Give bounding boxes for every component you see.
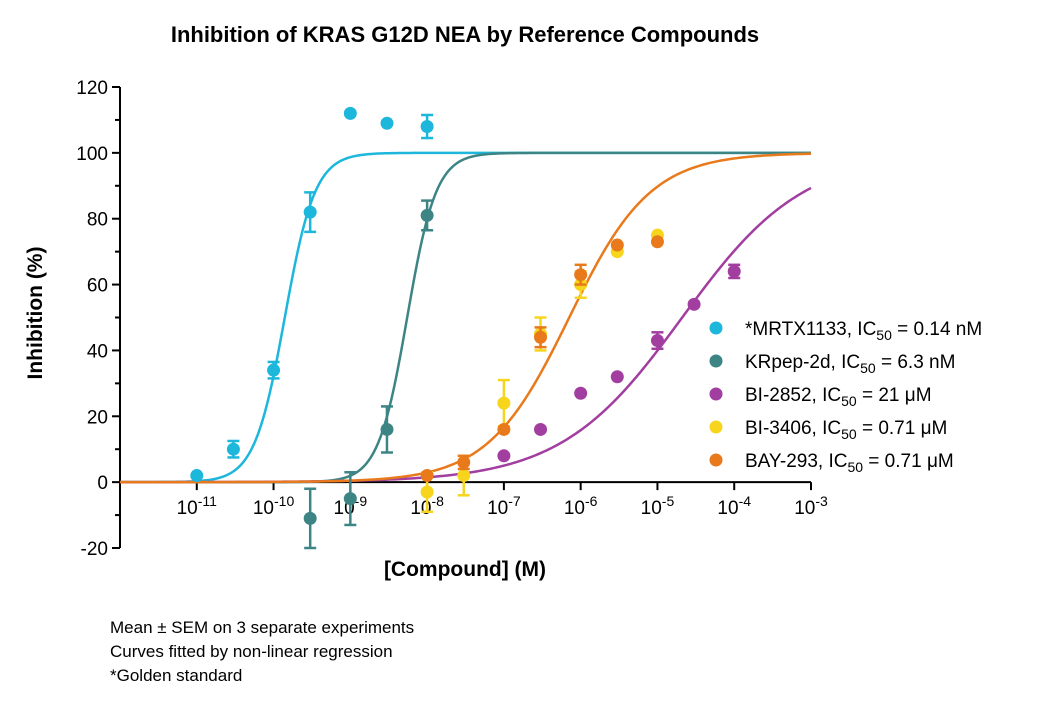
legend-label: BAY-293, IC50 = 0.71 μM xyxy=(745,451,954,475)
data-point xyxy=(534,330,548,344)
data-point xyxy=(420,469,434,483)
data-point xyxy=(687,297,701,311)
data-point xyxy=(610,238,624,252)
data-point xyxy=(610,370,624,384)
data-point xyxy=(190,469,204,483)
fit-curve xyxy=(120,186,812,484)
data-point xyxy=(497,449,511,463)
x-tick-label: 10-11 xyxy=(177,493,218,519)
x-tick-label: 10-7 xyxy=(487,493,521,519)
data-point xyxy=(727,264,741,278)
data-point xyxy=(650,334,664,348)
y-axis: -20 0 20 40 60 80 100 120 xyxy=(76,78,121,560)
x-tick-label: 10-6 xyxy=(564,493,598,519)
x-tick-label: 10-5 xyxy=(641,493,675,519)
legend-label: BI-2852, IC50 = 21 μM xyxy=(745,385,932,409)
fit-curve xyxy=(120,151,811,484)
legend-label: BI-3406, IC50 = 0.71 μM xyxy=(745,418,947,442)
data-point xyxy=(650,235,664,249)
legend-marker xyxy=(709,420,723,434)
data-point xyxy=(420,485,434,499)
note-line: Curves fitted by non-linear regression xyxy=(110,642,393,661)
note-line: *Golden standard xyxy=(110,666,242,685)
note-line: Mean ± SEM on 3 separate experiments xyxy=(110,618,414,637)
data-point xyxy=(303,205,317,219)
y-tick-label: 80 xyxy=(87,210,108,231)
x-axis-label: [Compound] (M) xyxy=(384,558,546,581)
legend-marker xyxy=(709,387,723,401)
data-point xyxy=(574,386,588,400)
data-point xyxy=(457,455,471,469)
legend-marker xyxy=(709,354,723,368)
data-point xyxy=(574,268,588,282)
data-point xyxy=(303,511,317,525)
data-point xyxy=(380,422,394,436)
data-point xyxy=(457,469,471,483)
data-point xyxy=(534,422,548,436)
data-point xyxy=(226,442,240,456)
y-tick-label: -20 xyxy=(81,539,108,560)
x-tick-label: 10-4 xyxy=(717,493,751,519)
data-point xyxy=(420,120,434,134)
data-points xyxy=(190,106,741,550)
x-tick-label: 10-3 xyxy=(794,493,828,519)
chart-title: Inhibition of KRAS G12D NEA by Reference… xyxy=(171,22,759,47)
y-axis-label: Inhibition (%) xyxy=(24,247,47,380)
y-tick-label: 40 xyxy=(87,341,108,362)
data-point xyxy=(497,422,511,436)
fit-curve xyxy=(120,152,812,484)
fit-curve xyxy=(120,151,811,484)
data-point xyxy=(267,363,281,377)
data-point xyxy=(380,116,394,130)
y-tick-label: 0 xyxy=(97,473,108,494)
y-tick-label: 60 xyxy=(87,276,108,297)
y-tick-label: 120 xyxy=(76,78,108,99)
x-tick-label: 10-10 xyxy=(253,493,295,519)
legend-marker xyxy=(709,453,723,467)
data-point xyxy=(343,492,357,506)
data-point xyxy=(497,396,511,410)
footnotes: Mean ± SEM on 3 separate experiments Cur… xyxy=(110,618,414,685)
legend-marker xyxy=(709,321,723,335)
y-tick-label: 100 xyxy=(76,144,108,165)
y-tick-label: 20 xyxy=(87,407,108,428)
legend-label: KRpep-2d, IC50 = 6.3 nM xyxy=(745,352,955,376)
legend-label: *MRTX1133, IC50 = 0.14 nM xyxy=(745,319,982,343)
data-point xyxy=(420,208,434,222)
data-point xyxy=(343,106,357,120)
legend: *MRTX1133, IC50 = 0.14 nM KRpep-2d, IC50 … xyxy=(709,319,982,475)
x-axis: 10-11 10-10 10-9 10-8 10-7 10-6 10-5 10-4 10-3 xyxy=(120,481,828,519)
fit-curves xyxy=(120,151,812,484)
